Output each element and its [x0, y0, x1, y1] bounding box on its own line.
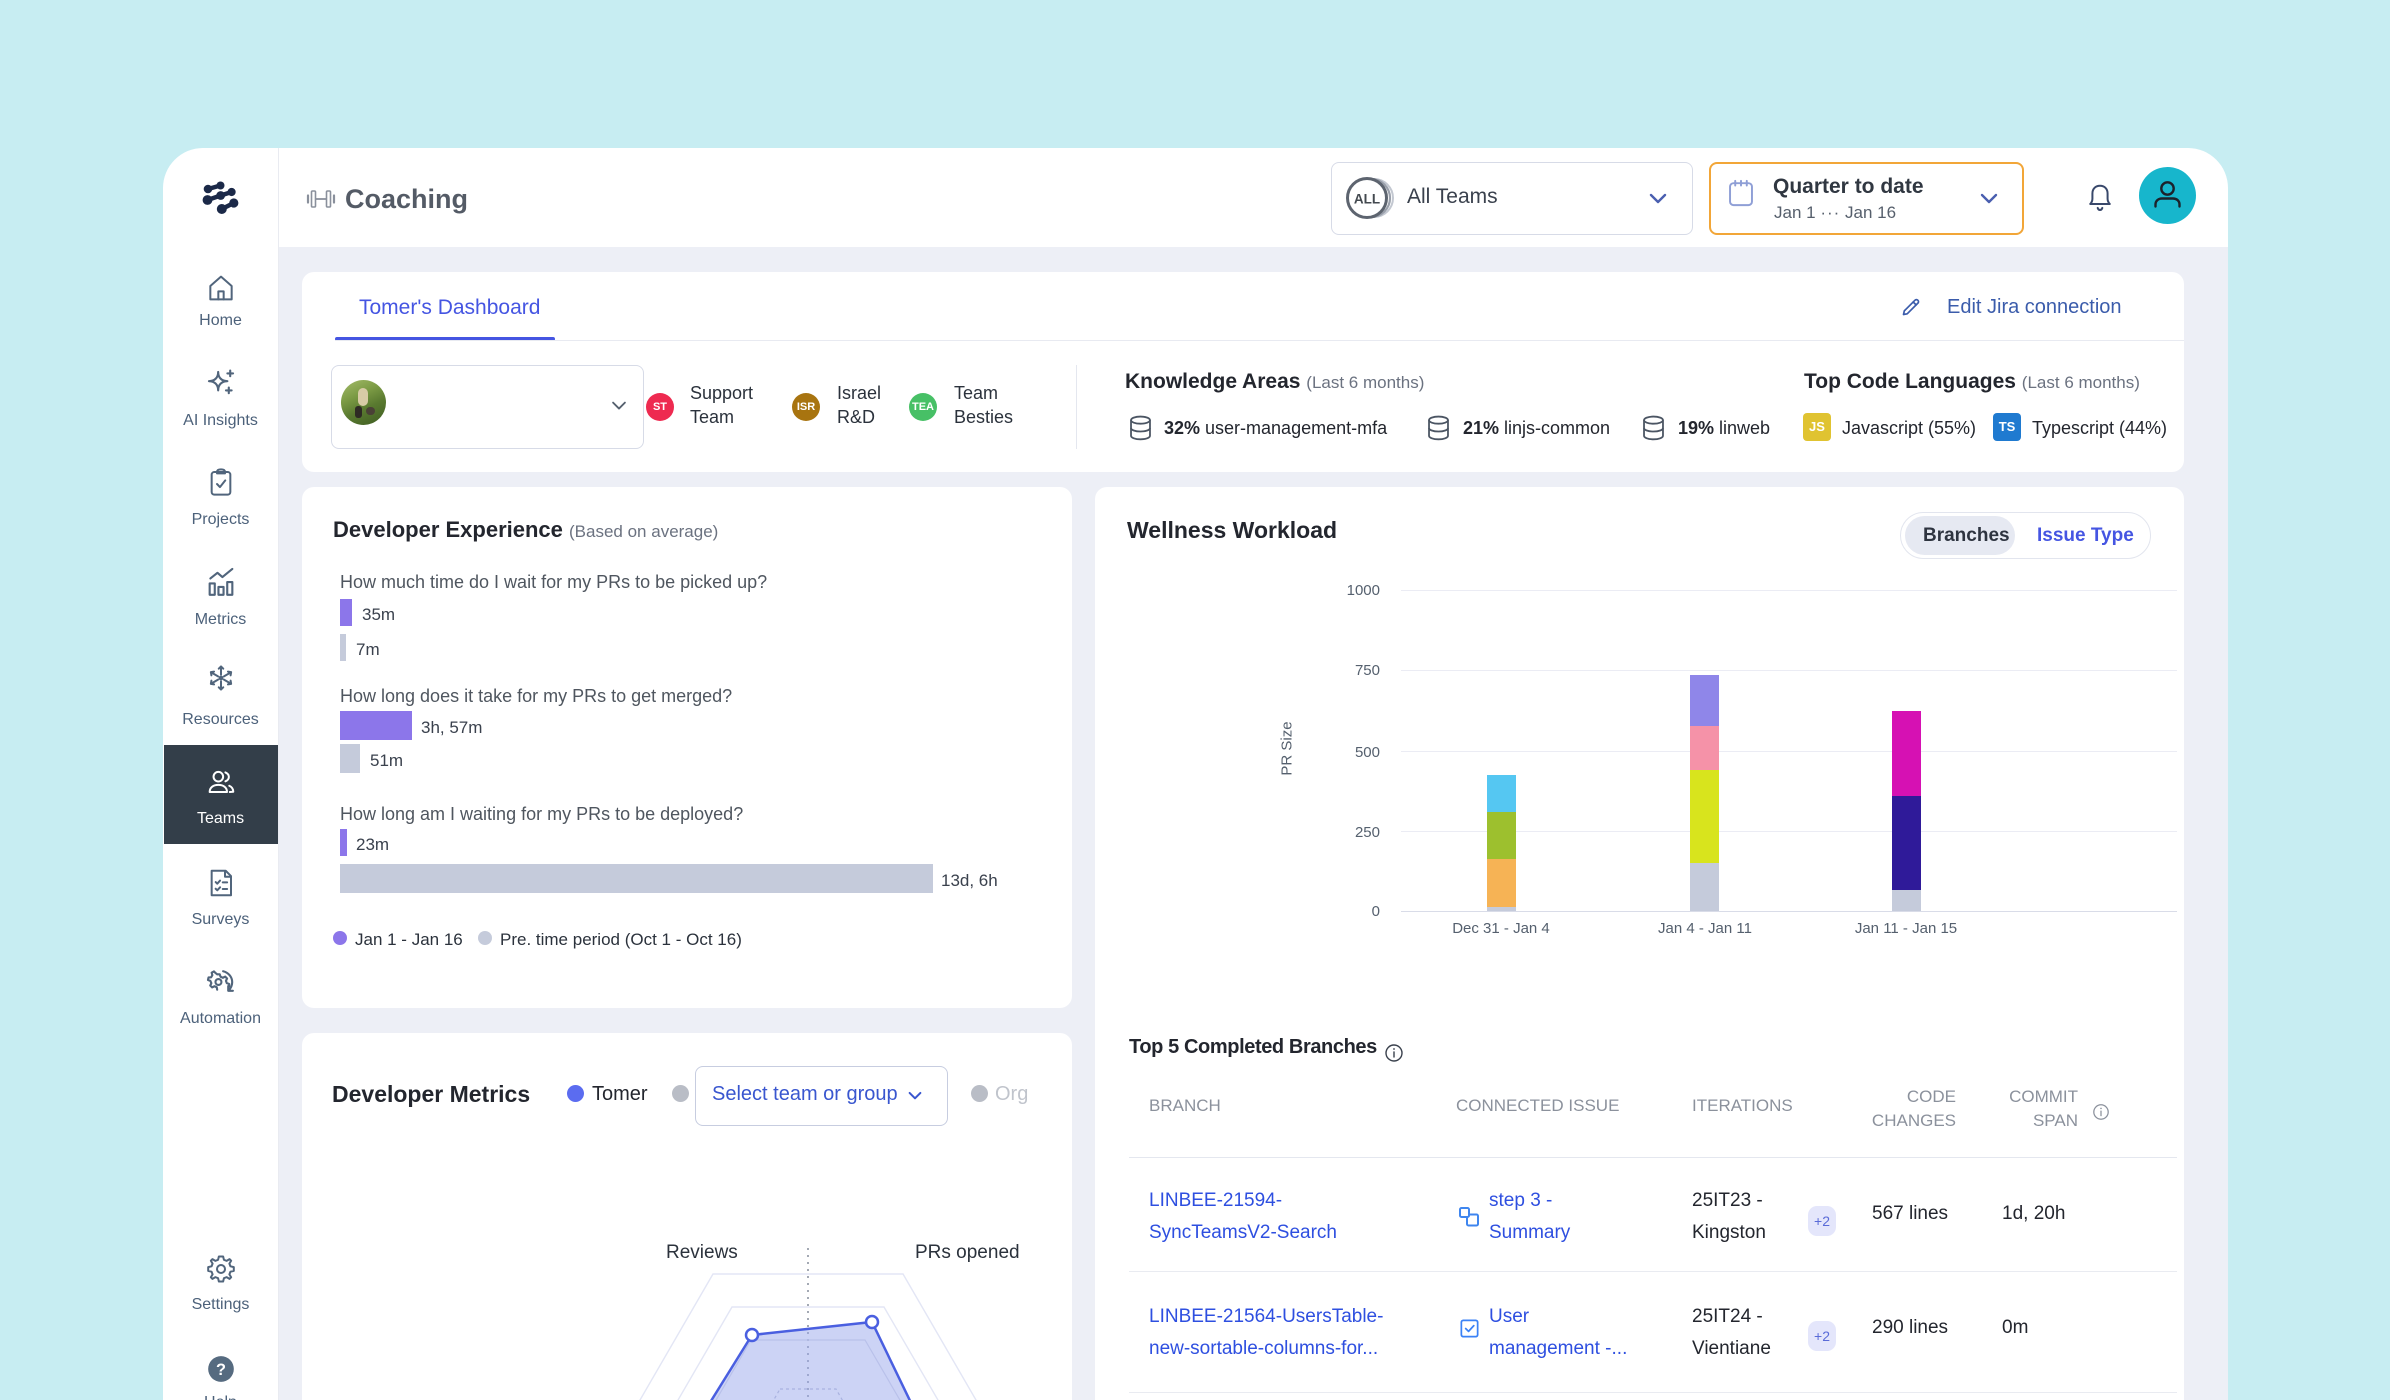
svg-text:ALL: ALL: [1354, 192, 1380, 207]
svg-text:?: ?: [216, 1361, 226, 1379]
